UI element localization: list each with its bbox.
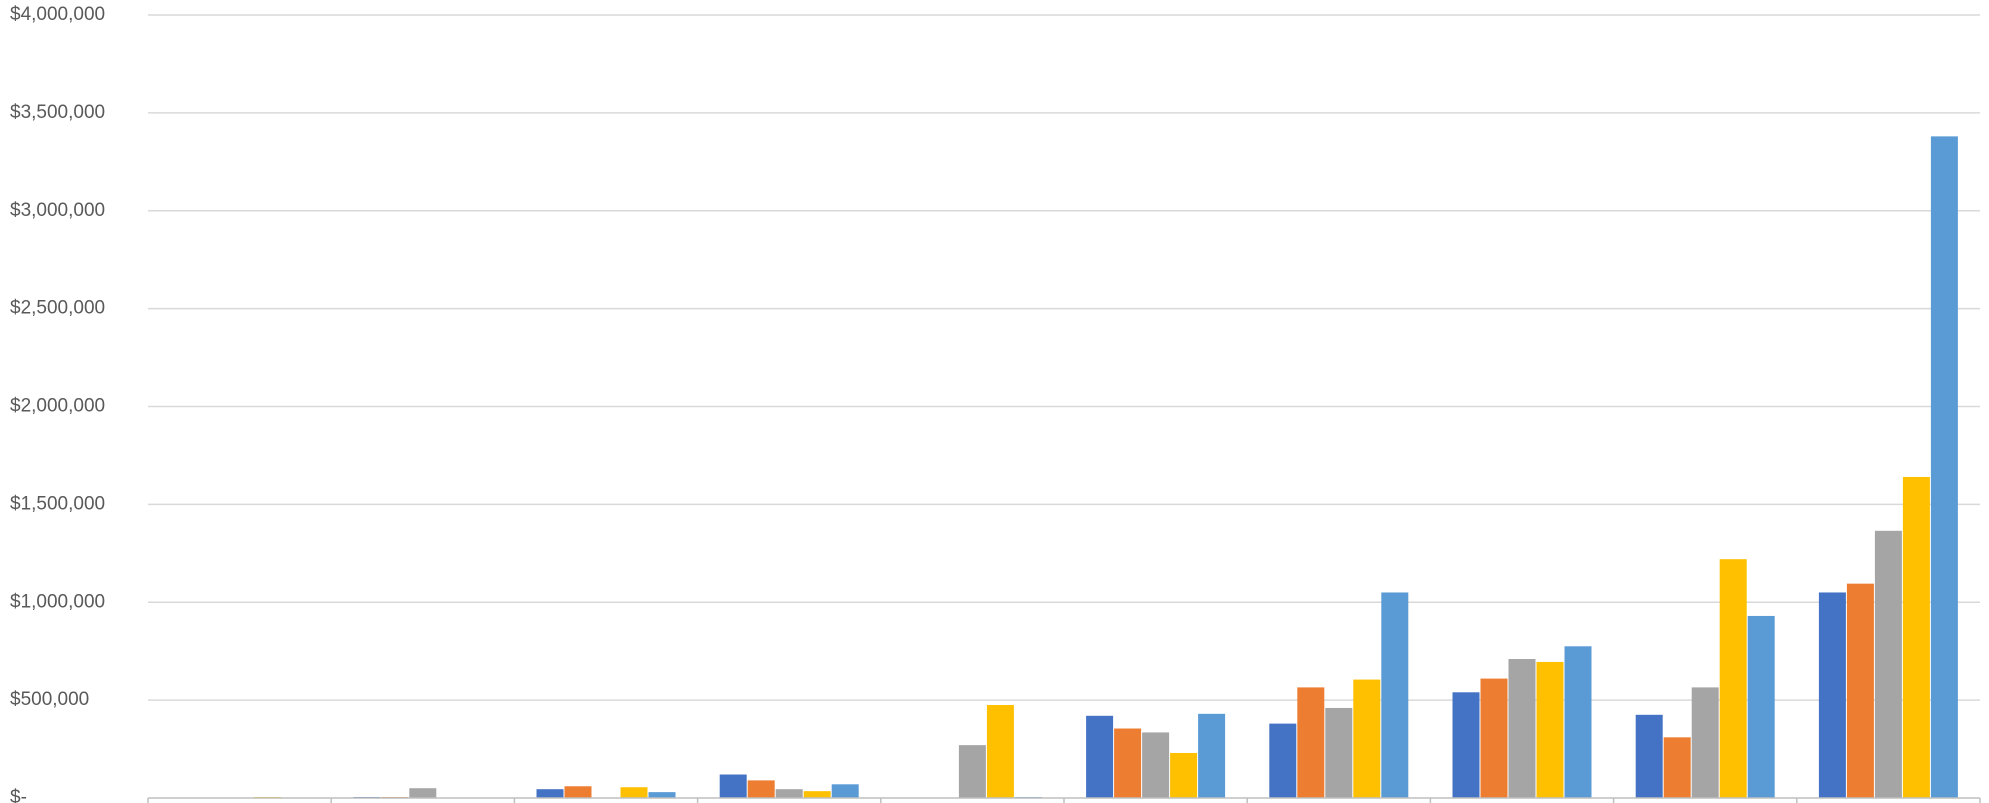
y-tick-label: $3,500,000 (10, 102, 105, 123)
bar (958, 745, 986, 798)
y-tick-label: $4,000,000 (10, 4, 105, 25)
bar (1930, 136, 1958, 799)
bar (648, 792, 676, 798)
bar (803, 791, 831, 798)
bar (1691, 687, 1719, 798)
y-tick-label: $2,500,000 (10, 298, 105, 319)
gridlines (148, 14, 1980, 701)
bar (1114, 728, 1142, 798)
y-tick-label: $1,000,000 (10, 591, 105, 612)
bar (1818, 592, 1846, 798)
bar (986, 705, 1014, 798)
bar (1381, 592, 1409, 798)
bar (1170, 752, 1198, 798)
bar (1269, 723, 1297, 798)
bar (1452, 692, 1480, 798)
x-axis (147, 797, 1981, 803)
y-tick-label: $500,000 (10, 689, 89, 710)
bar (1635, 714, 1663, 798)
bar (409, 788, 437, 798)
y-tick-label: $- (10, 787, 27, 803)
bar (1142, 732, 1170, 798)
bar (564, 786, 592, 798)
bar (1086, 715, 1114, 798)
bar (831, 784, 859, 798)
bar (536, 789, 564, 798)
bar (1353, 679, 1381, 798)
bar (1325, 707, 1353, 798)
bar (1297, 687, 1325, 798)
bar (747, 780, 775, 798)
bar (1663, 737, 1691, 798)
bar (1564, 646, 1592, 798)
bar (1536, 661, 1564, 798)
bar (1480, 678, 1508, 798)
y-tick-label: $3,000,000 (10, 200, 105, 221)
bar (1198, 713, 1226, 798)
bar (719, 774, 747, 798)
bar (1846, 583, 1874, 798)
bar (1874, 530, 1902, 798)
bar (1902, 476, 1930, 798)
bar (1747, 615, 1775, 798)
bar (1719, 559, 1747, 798)
y-tick-label: $1,500,000 (10, 493, 105, 514)
bars (254, 136, 1958, 799)
y-axis-tick-labels: $- $500,000 $1,000,000 $1,500,000 $2,000,000… (10, 4, 105, 803)
bar (620, 787, 648, 798)
y-tick-label: $2,000,000 (10, 396, 105, 417)
bar (1508, 659, 1536, 798)
bar (775, 789, 803, 798)
